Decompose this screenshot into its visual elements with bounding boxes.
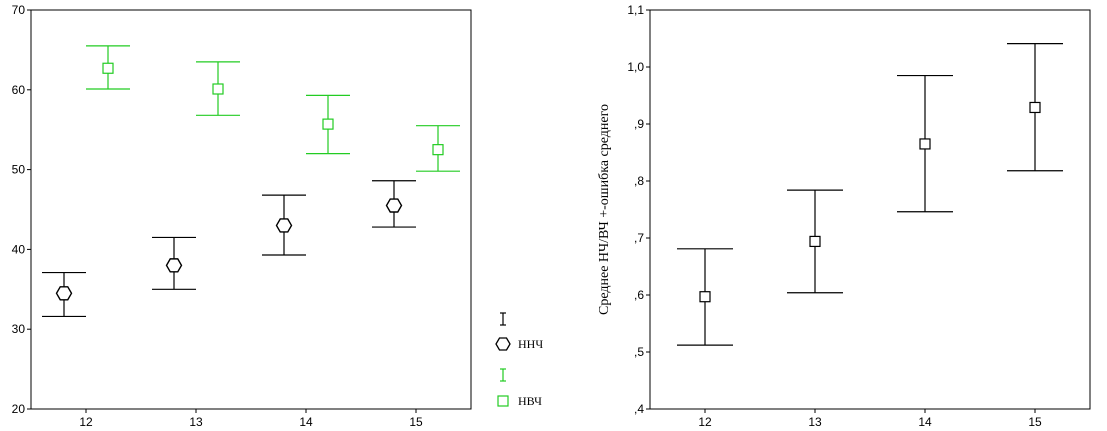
y-tick-label: ,5 [634,345,644,359]
y-tick-label: 50 [12,163,26,177]
mean-marker-circle [275,218,293,233]
y-tick-label: 30 [12,322,26,336]
y-tick-label: 1,0 [627,60,644,74]
x-tick-label: 13 [808,415,822,429]
mean-marker-square [432,144,444,156]
x-tick-label: 14 [918,415,932,429]
legend-label-nvch: НВЧ [518,393,542,408]
chart-legend: ННЧ НВЧ [494,306,564,416]
mean-marker-square [1029,101,1041,114]
y-tick-label: ,4 [634,402,644,416]
legend-item-errorbar-green [494,366,518,384]
circle-marker-icon [495,337,511,351]
mean-marker-square [919,138,931,150]
y-tick-label: 60 [12,83,26,97]
y-tick-label: ,9 [634,117,644,131]
mean-marker-circle [385,198,403,213]
x-tick-label: 12 [698,415,712,429]
errorbar-icon [500,312,506,326]
legend-item-errorbar-black [494,310,518,328]
mean-marker-square [212,83,224,95]
x-tick-label: 12 [79,415,93,429]
x-tick-label: 15 [1028,415,1042,429]
errorbar-icon [500,368,506,382]
y-tick-label: ,6 [634,288,644,302]
x-tick-label: 14 [299,415,313,429]
mean-marker-square [102,62,114,74]
plot-frame [30,9,472,410]
y-tick-label: 20 [12,402,26,416]
y-tick-label: ,8 [634,174,644,188]
legend-label-nnch: ННЧ [518,336,544,351]
plot-frame [649,9,1091,410]
x-tick-label: 15 [409,415,423,429]
legend-item-nvch: НВЧ [494,392,542,410]
mean-marker-circle [55,286,73,301]
mean-marker-square [699,291,711,303]
mean-marker-square [322,118,334,130]
mean-marker-square [809,235,821,248]
y-axis-label: Среднее НЧ/ВЧ +-ошибка среднего [597,104,612,315]
y-tick-label: 70 [12,3,26,17]
y-tick-label: 40 [12,242,26,256]
y-tick-label: ,7 [634,231,644,245]
x-tick-label: 13 [189,415,203,429]
y-tick-label: 1,1 [627,3,644,17]
mean-marker-circle [165,258,183,273]
legend-item-nnch: ННЧ [494,335,543,353]
square-marker-icon [497,395,509,407]
